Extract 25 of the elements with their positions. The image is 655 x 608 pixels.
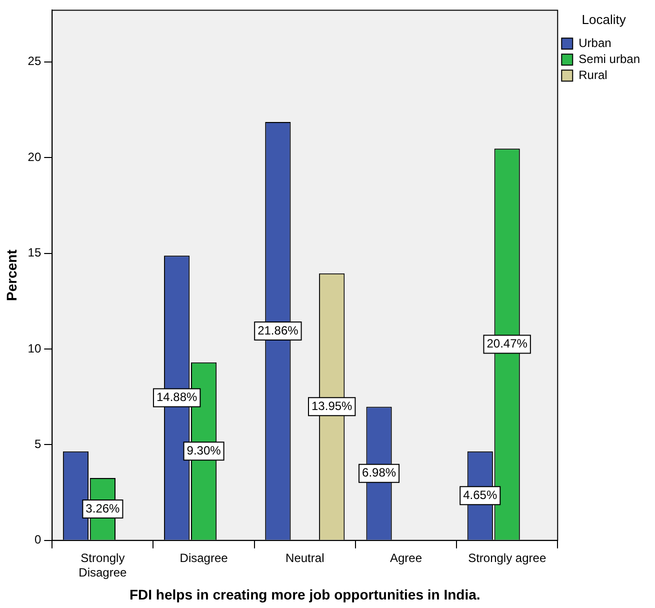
y-tick-label: 20 (28, 150, 42, 164)
data-label: 6.98% (362, 466, 396, 480)
data-label: 9.30% (186, 443, 222, 458)
y-axis-title: Percent (3, 249, 20, 301)
data-label: 21.86% (258, 323, 299, 338)
x-tick-label: Strongly agree (468, 550, 546, 565)
legend-title: Locality (582, 12, 626, 28)
legend-label: Urban (578, 36, 612, 50)
data-label: 13.95% (312, 398, 353, 413)
x-tick-label: Neutral (286, 550, 324, 565)
data-label: 20.47% (486, 336, 528, 351)
y-tick-label: 25 (28, 54, 42, 68)
data-label: 3.26% (86, 501, 120, 516)
x-axis-title: FDI helps in creating more job opportunities in India. (129, 586, 480, 602)
legend-label: Rural (578, 68, 608, 82)
x-tick-label: Disagree (180, 550, 228, 565)
data-label: 4.65% (463, 488, 498, 502)
x-tick-label: Strongly Disagree (78, 550, 128, 580)
y-tick-label: 10 (28, 341, 42, 356)
y-tick-label: 15 (28, 246, 42, 260)
data-label: 14.88% (156, 390, 198, 404)
legend-label: Semi urban (578, 52, 640, 66)
y-tick-label: 0 (34, 532, 42, 547)
x-tick-label: Agree (390, 550, 422, 565)
y-tick-label: 5 (34, 437, 42, 452)
